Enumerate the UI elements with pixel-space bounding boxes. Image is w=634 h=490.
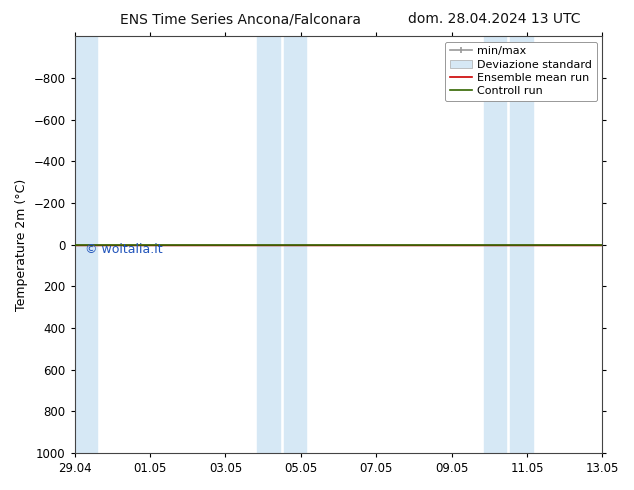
Y-axis label: Temperature 2m (°C): Temperature 2m (°C) (15, 178, 28, 311)
Bar (484, 36, 506, 453)
Text: ENS Time Series Ancona/Falconara: ENS Time Series Ancona/Falconara (120, 12, 361, 26)
Bar (257, 36, 280, 453)
Bar (284, 36, 306, 453)
Bar (510, 36, 533, 453)
Bar (75, 36, 98, 453)
Text: © woitalia.it: © woitalia.it (85, 243, 163, 256)
Text: dom. 28.04.2024 13 UTC: dom. 28.04.2024 13 UTC (408, 12, 581, 26)
Legend: min/max, Deviazione standard, Ensemble mean run, Controll run: min/max, Deviazione standard, Ensemble m… (445, 42, 597, 101)
